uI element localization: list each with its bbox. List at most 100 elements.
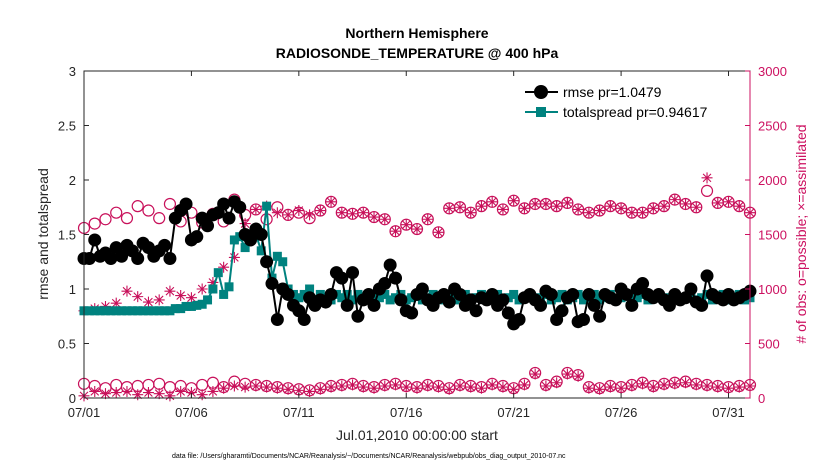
obs-assimilated-point [615,202,627,214]
obs-assimilated-point [497,203,509,215]
obs-assimilated-point [314,383,326,395]
obs-assimilated-point [207,276,219,288]
totalspread-point [208,284,218,294]
obs-assimilated-point [529,368,541,380]
obs-assimilated-point [164,390,176,402]
obs-assimilated-point [583,382,595,394]
obs-assimilated-point [701,172,713,184]
obs-assimilated-point [121,285,133,297]
totalspread-point [192,300,202,310]
totalspread-point [353,289,363,299]
totalspread-point [90,306,100,316]
obs-assimilated-point [572,370,584,382]
obs-assimilated-point [422,213,434,225]
y2-tick-label: 2500 [758,119,787,134]
rmse-point [217,197,231,211]
rmse-point [469,304,483,318]
rmse-point [394,293,408,307]
obs-assimilated-point [400,219,412,231]
obs-assimilated-point [583,207,595,219]
totalspread-point [380,289,390,299]
obs-assimilated-point [250,203,262,215]
rmse-point [281,287,295,301]
totalspread-point [138,306,148,316]
totalspread-point [133,306,143,316]
obs-assimilated-point [701,380,713,392]
x-tick-label: 07/26 [605,405,638,420]
obs-possible-point [142,204,155,217]
obs-assimilated-point [594,205,606,217]
rmse-point [383,258,397,272]
rmse-point [405,306,419,320]
totalspread-point [143,306,153,316]
obs-assimilated-point [175,385,187,397]
chart-subtitle: RADIOSONDE_TEMPERATURE @ 400 hPa [276,45,559,61]
rmse-point [324,287,338,301]
totalspread-point [229,235,239,245]
obs-assimilated-point [411,382,423,394]
obs-assimilated-point [142,387,154,399]
obs-assimilated-point [99,388,111,400]
rmse-point [104,251,118,265]
axes: 07/01 07/06 07/11 07/16 07/21 07/26 07/31 0 0.5 1… [58,64,787,420]
obs-assimilated-point [368,382,380,394]
rmse-point [501,306,515,320]
rmse-point [636,277,650,291]
totalspread-point [305,284,315,294]
data-file-footnote: data file: /Users/gharamti/Documents/NCA… [172,453,566,460]
obs-assimilated-point [89,385,101,397]
obs-assimilated-point [132,291,144,303]
obs-assimilated-point [347,208,359,220]
rmse-point [544,287,558,301]
obs-assimilated-point [293,384,305,396]
totalspread-point [579,295,588,305]
totalspread-point [224,282,234,292]
obs-assimilated-point [196,283,208,295]
rmse-point [555,304,569,318]
legend-rmse-marker [534,85,548,99]
rmse-point [415,282,429,296]
rmse-point [222,211,236,225]
obs-assimilated-point [142,296,154,308]
totalspread-point [697,293,707,303]
obs-assimilated-point [637,378,649,390]
obs-assimilated-point [132,389,144,401]
rmse-point [115,249,129,263]
totalspread-point [337,293,347,303]
totalspread-point [95,306,105,316]
x-tick-label: 07/06 [175,405,208,420]
rmse-point [485,287,499,301]
obs-assimilated-point [594,383,606,395]
legend: rmse pr=1.0479 totalspread pr=0.94617 [525,84,708,120]
y-tick-label: 2 [69,173,76,188]
totalspread-point [100,306,110,316]
obs-assimilated-point [626,380,638,392]
rmse-point [566,287,580,301]
rmse-point [464,293,478,307]
totalspread-point [348,295,358,305]
obs-assimilated-point [551,200,563,212]
obs-assimilated-point [336,380,348,392]
obs-assimilated-point [325,196,337,208]
y-tick-label: 0 [69,391,76,406]
rmse-point [695,298,709,312]
obs-possible-point [120,212,134,225]
totalspread-point [203,295,213,305]
plot-data [77,172,757,402]
totalspread-point [632,293,642,303]
obs-assimilated-point [680,377,692,389]
obs-assimilated-point [218,261,230,273]
totalspread-point [272,251,282,261]
obs-assimilated-point [153,388,165,400]
rmse-point [297,313,311,327]
obs-assimilated-point [357,381,369,393]
y2-tick-label: 1000 [758,282,787,297]
totalspread-point [256,246,266,256]
totalspread-point [186,301,196,311]
rmse-point [453,287,467,301]
obs-assimilated-point [164,285,176,297]
obs-possible-point [153,212,166,225]
totalspread-point [374,293,384,303]
obs-assimilated-point [250,380,262,392]
